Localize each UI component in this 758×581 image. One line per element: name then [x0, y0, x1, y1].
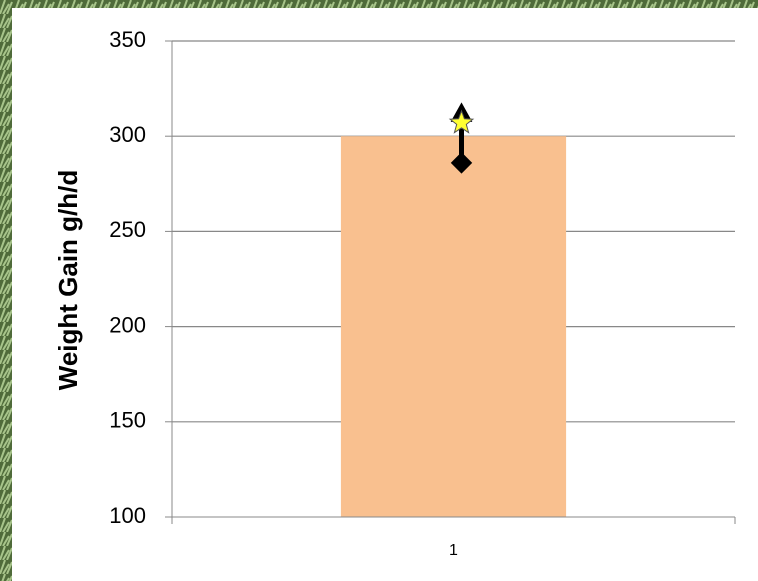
y-tick-label: 250 — [109, 217, 146, 242]
y-tick-label: 350 — [109, 27, 146, 52]
y-axis-title: Weight Gain g/h/d — [53, 170, 83, 391]
star-marker — [448, 109, 475, 134]
x-tick-label: 1 — [449, 542, 458, 559]
y-tick-label: 200 — [109, 312, 146, 337]
y-tick-label: 300 — [109, 122, 146, 147]
y-tick-label: 150 — [109, 408, 146, 433]
bar — [340, 136, 567, 517]
diamond-marker — [450, 152, 473, 174]
y-tick-label: 100 — [109, 503, 146, 528]
